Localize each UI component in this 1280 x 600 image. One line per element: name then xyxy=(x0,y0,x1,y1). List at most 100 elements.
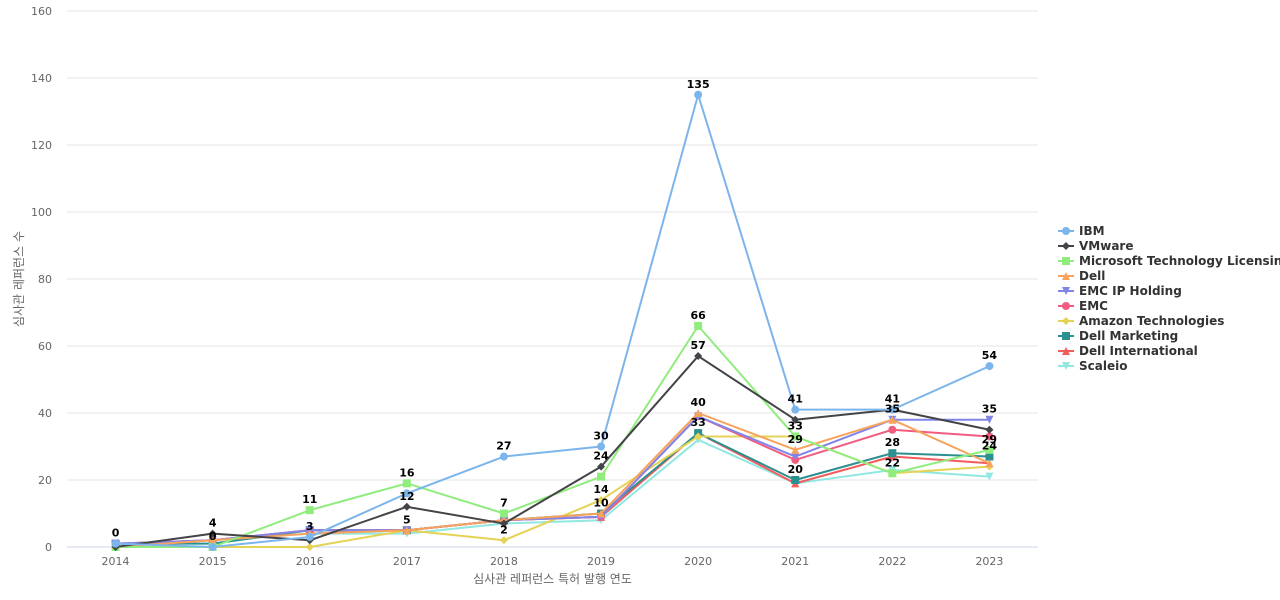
y-tick-label: 100 xyxy=(31,206,52,219)
x-tick-label: 2014 xyxy=(102,555,130,568)
data-point[interactable] xyxy=(499,519,508,528)
data-point[interactable] xyxy=(597,442,606,451)
data-point[interactable] xyxy=(888,425,897,434)
data-point[interactable] xyxy=(694,432,703,441)
data-point[interactable] xyxy=(305,532,314,541)
data-point[interactable] xyxy=(499,509,508,518)
legend-label: Scaleio xyxy=(1079,359,1127,373)
x-tick-label: 2016 xyxy=(296,555,324,568)
series-line[interactable] xyxy=(115,355,990,548)
data-point[interactable] xyxy=(694,352,703,361)
data-point[interactable] xyxy=(791,445,800,454)
data-point[interactable] xyxy=(402,489,411,498)
legend-marker[interactable] xyxy=(1062,347,1070,355)
legend-marker[interactable] xyxy=(1062,257,1070,265)
data-point[interactable] xyxy=(791,405,800,414)
data-point[interactable] xyxy=(791,432,800,441)
data-label: 10 xyxy=(593,497,609,510)
data-point[interactable] xyxy=(888,469,897,478)
series-line[interactable] xyxy=(115,324,990,548)
legend-label: Dell International xyxy=(1079,344,1198,358)
data-point[interactable] xyxy=(208,529,217,538)
legend-marker[interactable] xyxy=(1062,242,1070,250)
data-point[interactable] xyxy=(985,472,994,481)
data-point[interactable] xyxy=(402,526,411,535)
data-point[interactable] xyxy=(208,543,217,551)
legend-item[interactable]: EMC xyxy=(1058,299,1108,313)
legend-item[interactable]: Scaleio xyxy=(1058,359,1127,373)
data-point[interactable] xyxy=(597,509,606,518)
legend-label: Dell Marketing xyxy=(1079,329,1178,343)
legend-item[interactable]: IBM xyxy=(1058,224,1105,238)
legend-item[interactable]: Dell International xyxy=(1058,344,1198,358)
legend-marker[interactable] xyxy=(1062,317,1070,325)
legend-marker[interactable] xyxy=(1062,332,1070,340)
data-point[interactable] xyxy=(985,415,994,424)
legend-marker[interactable] xyxy=(1062,362,1070,370)
data-point[interactable] xyxy=(694,90,703,99)
grid-lines xyxy=(67,10,1038,548)
legend-item[interactable]: Microsoft Technology Licensing xyxy=(1058,254,1280,268)
data-point[interactable] xyxy=(791,415,800,424)
series-line[interactable] xyxy=(115,415,990,545)
data-point[interactable] xyxy=(985,452,994,461)
data-label: 11 xyxy=(302,493,317,506)
data-point[interactable] xyxy=(888,449,897,458)
series-line[interactable] xyxy=(115,432,990,545)
series-line[interactable] xyxy=(115,438,990,545)
data-label: 33 xyxy=(788,419,803,432)
data-point[interactable] xyxy=(402,502,411,511)
legend-item[interactable]: EMC IP Holding xyxy=(1058,284,1182,298)
data-label: 16 xyxy=(399,466,415,479)
data-label: 35 xyxy=(885,403,900,416)
data-label: 24 xyxy=(982,440,998,453)
data-label: 20 xyxy=(788,463,804,476)
data-point[interactable] xyxy=(499,536,508,545)
data-point[interactable] xyxy=(791,476,800,484)
data-point[interactable] xyxy=(597,496,606,505)
legend-marker[interactable] xyxy=(1062,302,1070,310)
legend-item[interactable]: Amazon Technologies xyxy=(1058,314,1224,328)
data-point[interactable] xyxy=(985,432,994,441)
legend-item[interactable]: Dell xyxy=(1058,269,1105,283)
data-point[interactable] xyxy=(888,405,897,414)
data-label: 3 xyxy=(306,520,314,533)
legend-label: EMC xyxy=(1079,299,1108,313)
data-label: 28 xyxy=(885,436,900,449)
legend-item[interactable]: Dell Marketing xyxy=(1058,329,1178,343)
y-axis-title: 심사관 레퍼런스 수 xyxy=(12,231,26,327)
data-point[interactable] xyxy=(888,415,897,424)
legend-label: IBM xyxy=(1079,224,1105,238)
data-point[interactable] xyxy=(499,452,508,461)
data-point[interactable] xyxy=(694,409,703,417)
data-point[interactable] xyxy=(305,506,314,515)
legend-marker[interactable] xyxy=(1062,287,1070,295)
data-point[interactable] xyxy=(985,362,994,371)
data-point[interactable] xyxy=(111,539,120,548)
series-line[interactable] xyxy=(115,93,990,548)
series-line[interactable] xyxy=(115,432,990,545)
data-label: 41 xyxy=(885,393,900,406)
data-point[interactable] xyxy=(694,321,703,330)
data-point[interactable] xyxy=(597,462,606,471)
series-line[interactable] xyxy=(115,435,990,548)
y-tick-label: 0 xyxy=(45,541,52,554)
data-label: 29 xyxy=(788,433,803,446)
legend-item[interactable]: VMware xyxy=(1058,239,1133,253)
data-point[interactable] xyxy=(208,536,217,545)
legend-marker[interactable] xyxy=(1062,272,1070,280)
data-point[interactable] xyxy=(985,459,994,468)
data-label: 7 xyxy=(500,497,508,510)
data-point[interactable] xyxy=(985,445,994,454)
legend-marker[interactable] xyxy=(1062,227,1070,235)
data-point[interactable] xyxy=(791,452,800,461)
data-label: 29 xyxy=(982,433,997,446)
data-point[interactable] xyxy=(402,479,411,488)
series-ibm xyxy=(111,90,994,551)
data-point[interactable] xyxy=(597,472,606,481)
data-point[interactable] xyxy=(305,543,314,551)
data-point[interactable] xyxy=(985,425,994,434)
data-label: 12 xyxy=(399,490,414,503)
